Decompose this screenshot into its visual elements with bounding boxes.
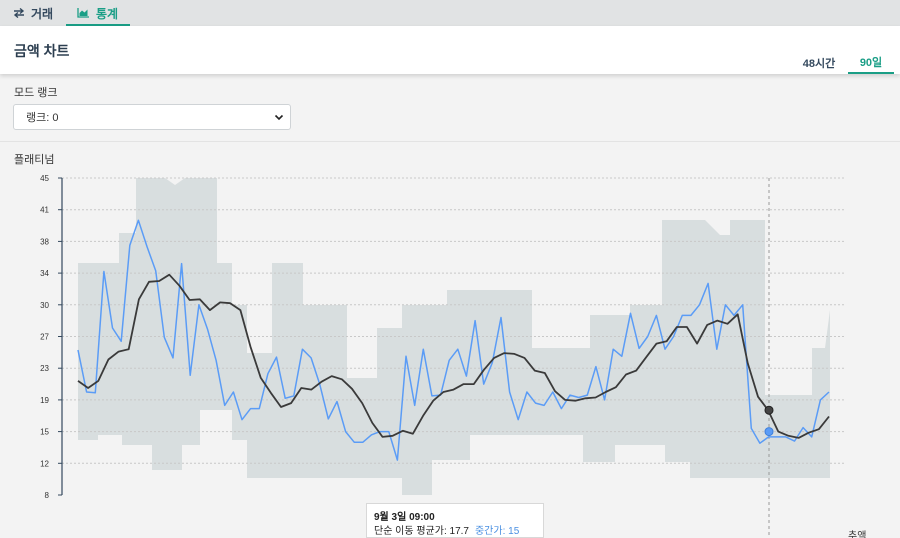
y-tick-label: 19 [40,396,49,405]
chart-header: 금액 차트 48시간 90일 [0,26,900,74]
y-tick-label: 38 [40,237,49,246]
rank-label: 모드 랭크 [14,87,58,99]
period-48h-button[interactable]: 48시간 [802,58,836,70]
chart-highlight [764,405,774,437]
tab-stats[interactable]: 통계 [66,0,130,26]
area-chart-icon [77,8,90,18]
tooltip-title: 9월 3일 09:00 [374,512,435,523]
section-label: 플래티넘 [14,154,55,166]
y-tick-label: 45 [40,174,49,183]
chart-series [77,219,830,461]
top-nav: 거래 통계 [0,0,900,26]
tooltip-median: 중간가: 15 [474,526,520,537]
chevron-down-icon [274,112,284,125]
median-highlight-point [764,427,774,437]
section-divider [0,141,900,142]
tab-trade-label: 거래 [31,6,54,21]
y-tick-label: 12 [40,459,49,468]
chart-axis: 8 12 15 19 23 27 30 34 38 41 45 [40,174,63,500]
tooltip-values: 단순 이동 평균가: 17.7 중간가: 15 [374,522,519,537]
rank-select[interactable]: 랭크: 0 [13,104,291,130]
swap-arrows-icon [13,8,25,18]
sma-series-line [77,273,830,439]
sma-highlight-point [764,405,774,415]
y-tick-label: 41 [40,206,49,215]
period-90d-button[interactable]: 90일 [848,52,894,74]
y-tick-label: 34 [40,269,49,278]
chart-tooltip: 9월 3일 09:00 단순 이동 평균가: 17.7 중간가: 15 [366,503,544,538]
y-tick-label: 15 [40,428,49,437]
y-tick-label: 8 [45,491,50,500]
y-tick-label: 23 [40,364,49,373]
rank-selected-value: 랭크: 0 [26,112,59,124]
footer-cut-label: 추액 [848,531,867,538]
y-tick-label: 30 [40,301,49,310]
tab-trade[interactable]: 거래 [13,0,57,26]
page-title: 금액 차트 [14,43,70,59]
tab-stats-label: 통계 [96,6,119,21]
median-series-line [77,219,830,461]
y-tick-label: 27 [40,333,49,342]
tooltip-sma: 단순 이동 평균가: 17.7 [374,526,469,537]
